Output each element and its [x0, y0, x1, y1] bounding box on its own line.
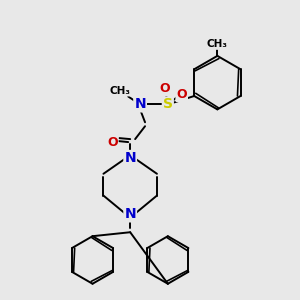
- Text: N: N: [134, 98, 146, 111]
- Text: CH₃: CH₃: [207, 39, 228, 49]
- Text: S: S: [163, 98, 173, 111]
- Text: N: N: [124, 151, 136, 165]
- Text: O: O: [176, 88, 187, 101]
- Text: N: N: [124, 207, 136, 221]
- Text: O: O: [107, 136, 118, 148]
- Text: O: O: [160, 82, 170, 95]
- Text: CH₃: CH₃: [110, 85, 131, 96]
